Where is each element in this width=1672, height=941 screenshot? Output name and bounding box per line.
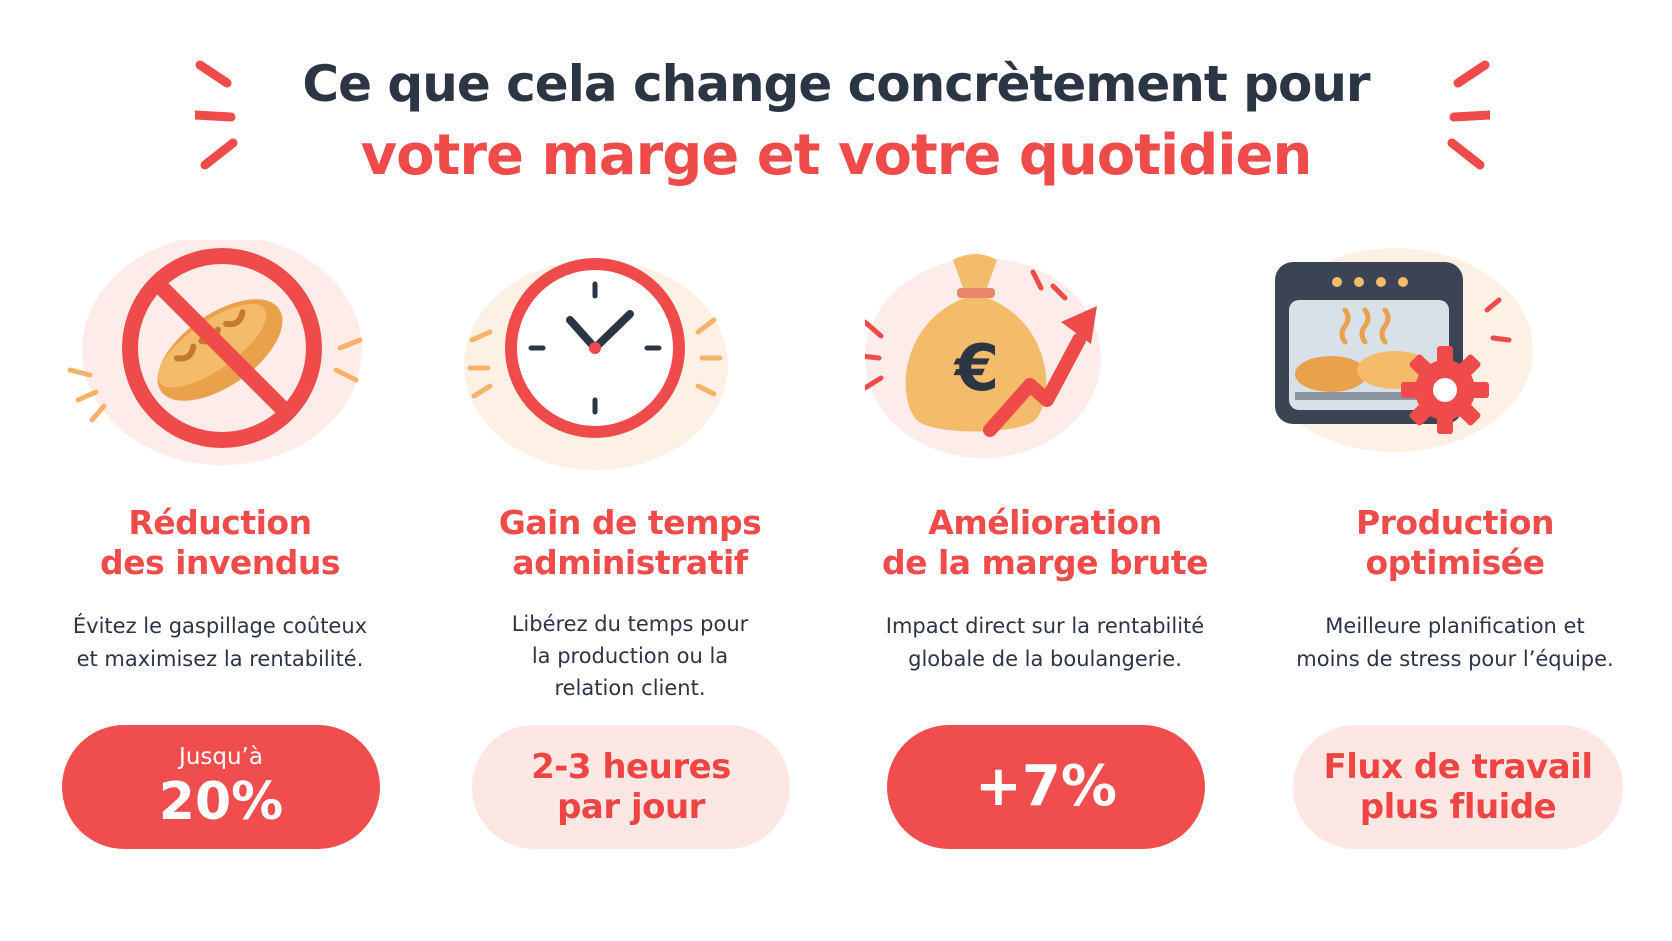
stat-line-1: 2-3 heures bbox=[531, 747, 731, 787]
right-burst-icon bbox=[1447, 60, 1490, 170]
stat-line-2: par jour bbox=[557, 787, 705, 827]
page-title: Ce que cela change concrètement pour vot… bbox=[0, 50, 1672, 194]
stat-pill: Flux de travail plus fluide bbox=[1293, 725, 1623, 849]
stat-prefix: Jusqu’à bbox=[179, 744, 263, 770]
card-title: Gain de temps administratif bbox=[498, 503, 762, 582]
card-description: Libérez du temps pour la production ou l… bbox=[511, 612, 749, 700]
card-gain-temps: Gain de temps administratif Libérez du t… bbox=[450, 240, 810, 880]
stat-line-2: plus fluide bbox=[1359, 787, 1557, 827]
stat-pill: +7% bbox=[887, 725, 1205, 849]
no-bread-icon bbox=[67, 240, 363, 465]
card-title: Amélioration de la marge brute bbox=[881, 503, 1209, 582]
card-description: Impact direct sur la rentabilité globale… bbox=[885, 614, 1205, 671]
money-bag-growth-icon: € bbox=[865, 254, 1101, 458]
card-production-optimisee: Production optimisée Meilleure planifica… bbox=[1275, 240, 1635, 880]
card-marge-brute: € Amélioration de la marge brute Impact … bbox=[865, 240, 1225, 880]
oven-gear-icon bbox=[1275, 248, 1533, 452]
clock-icon bbox=[464, 258, 728, 470]
card-reduction-invendus: Réduction des invendus Évitez le gaspill… bbox=[40, 240, 400, 880]
title-line-1: Ce que cela change concrètement pour bbox=[302, 55, 1370, 113]
svg-text:€: € bbox=[953, 332, 1000, 406]
stat-pill: Jusqu’à 20% bbox=[62, 725, 380, 849]
left-burst-icon bbox=[195, 60, 238, 170]
card-description: Évitez le gaspillage coûteux et maximise… bbox=[72, 614, 368, 671]
title-line-2: votre marge et votre quotidien bbox=[360, 123, 1313, 188]
card-title: Réduction des invendus bbox=[99, 503, 341, 582]
stat-pill: 2-3 heures par jour bbox=[472, 725, 790, 849]
stat-line-1: Flux de travail bbox=[1323, 747, 1593, 787]
card-description: Meilleure planification et moins de stre… bbox=[1296, 614, 1614, 671]
stat-value: 20% bbox=[158, 772, 284, 832]
card-title: Production optimisée bbox=[1355, 503, 1555, 582]
stat-value: +7% bbox=[975, 754, 1117, 819]
